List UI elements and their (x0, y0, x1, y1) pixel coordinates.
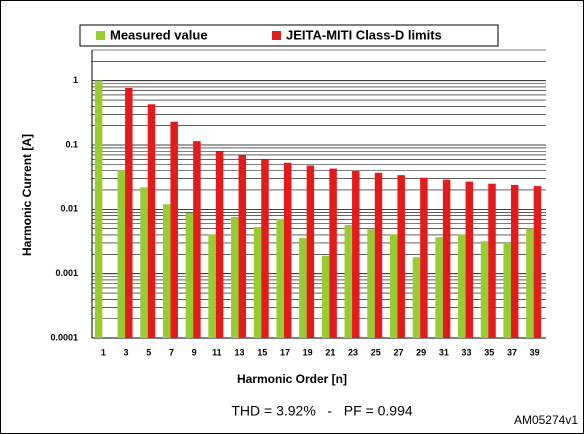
x-tick-label: 25 (371, 347, 381, 357)
y-tick-label: 0.001 (55, 268, 78, 278)
x-tick-label: 35 (484, 347, 494, 357)
annotation: THD = 3.92% - PF = 0.994 (231, 403, 413, 419)
bar (208, 234, 216, 338)
bar (193, 141, 201, 338)
y-tick-label: 0.0001 (50, 332, 78, 342)
bar (367, 229, 375, 338)
bar (231, 217, 239, 338)
bar (533, 186, 542, 338)
bar (162, 204, 171, 338)
figure-id: AM05274v1 (514, 413, 578, 427)
x-tick-label: 7 (169, 347, 174, 357)
bar (420, 177, 428, 338)
bar (283, 162, 292, 338)
x-tick-label: 5 (146, 347, 151, 357)
bar (299, 237, 307, 338)
bar (117, 170, 126, 338)
x-tick-label: 15 (257, 347, 267, 357)
legend-label: JEITA-MITI Class-D limits (286, 27, 442, 42)
x-tick-label: 3 (124, 347, 129, 357)
bar (488, 183, 496, 338)
bar (94, 80, 103, 338)
x-tick-label: 11 (212, 347, 222, 357)
bar (238, 154, 247, 338)
x-axis-title: Harmonic Order [n] (237, 372, 347, 386)
x-tick-label: 37 (507, 347, 517, 357)
x-tick-label: 19 (303, 347, 313, 357)
bar (389, 234, 398, 338)
bar (215, 151, 224, 338)
bar (412, 257, 421, 338)
legend-box (79, 24, 499, 47)
bar (458, 234, 466, 338)
bar (374, 172, 383, 338)
x-tick-label: 23 (348, 347, 358, 357)
y-tick-label: 1 (73, 75, 78, 85)
y-tick-label: 0.01 (60, 204, 78, 214)
bar (465, 181, 474, 338)
bar (170, 121, 178, 338)
x-tick-label: 1 (101, 347, 106, 357)
x-tick-label: 39 (530, 347, 540, 357)
x-tick-label: 31 (439, 347, 449, 357)
bar (261, 159, 269, 338)
x-tick-label: 9 (192, 347, 197, 357)
bar (306, 165, 315, 338)
x-tick-label: 33 (462, 347, 472, 357)
y-tick-label: 0.1 (65, 139, 78, 149)
bar (480, 241, 489, 338)
bar (435, 237, 443, 338)
bar (276, 218, 284, 338)
plot-area (92, 50, 546, 338)
x-tick-label: 17 (280, 347, 290, 357)
legend-swatch (96, 31, 105, 40)
x-tick-label: 13 (235, 347, 245, 357)
bar (344, 225, 353, 338)
bar (253, 227, 262, 338)
legend-swatch (272, 31, 281, 40)
bar (526, 228, 534, 338)
y-axis-title: Harmonic Current [A] (20, 134, 34, 256)
bar (503, 242, 511, 338)
x-tick-label: 27 (393, 347, 403, 357)
bar (125, 87, 133, 338)
bar (352, 170, 360, 338)
bar (397, 175, 405, 338)
bar (140, 187, 148, 338)
bar (147, 104, 156, 339)
x-tick-label: 29 (416, 347, 426, 357)
bar (185, 212, 194, 338)
legend-label: Measured value (110, 27, 208, 42)
bar (321, 255, 330, 338)
bar (510, 184, 519, 338)
x-tick-label: 21 (325, 347, 335, 357)
bar (329, 168, 337, 338)
bar (442, 179, 451, 338)
